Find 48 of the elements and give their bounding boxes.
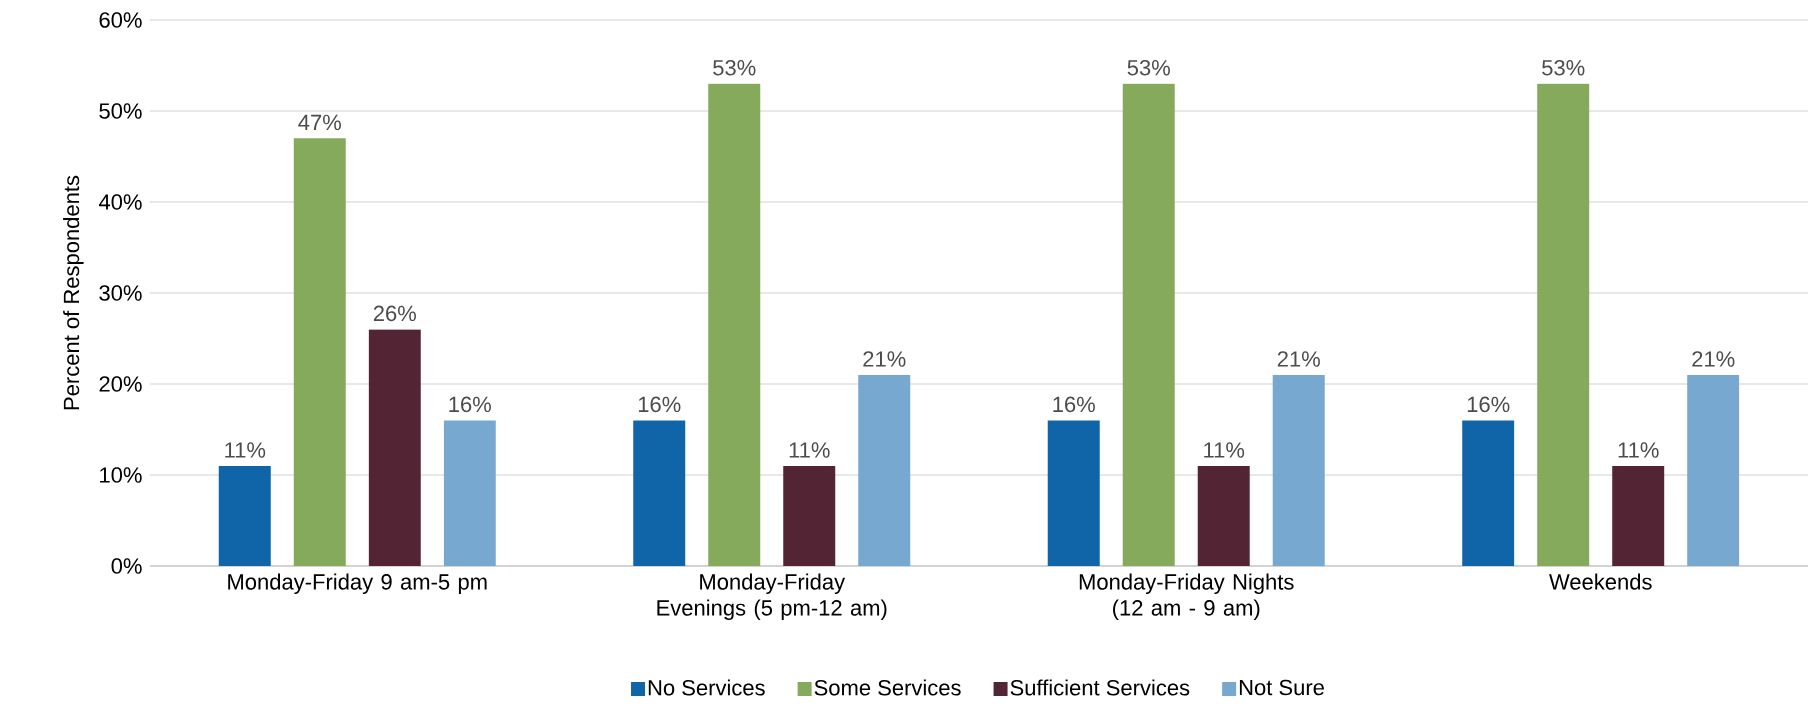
bar xyxy=(443,420,496,566)
bar xyxy=(1687,374,1740,566)
y-tick-label: 40% xyxy=(98,194,142,210)
data-label: 11% xyxy=(1204,442,1245,458)
bar xyxy=(708,83,761,566)
data-label: 26% xyxy=(373,305,416,322)
y-tick-label: 10% xyxy=(100,467,142,483)
data-label: 21% xyxy=(1277,351,1320,367)
data-label: 53% xyxy=(1127,59,1170,76)
data-label: 21% xyxy=(1692,351,1735,367)
y-axis-title: Percent of Respondents xyxy=(63,175,84,410)
bar xyxy=(1462,420,1515,566)
bar xyxy=(368,329,421,566)
bar xyxy=(293,138,346,566)
data-label: 53% xyxy=(1542,59,1585,76)
y-tick-label: 60% xyxy=(99,12,142,28)
x-tick-label: Monday-Friday Nights (12 am - 9 am) xyxy=(1079,573,1294,621)
bar xyxy=(1197,465,1250,566)
data-label: 11% xyxy=(1618,442,1659,458)
bar xyxy=(633,420,686,566)
data-label: 53% xyxy=(713,59,756,76)
bar xyxy=(783,465,836,566)
y-tick-label: 50% xyxy=(99,103,142,119)
x-tick-label: Monday-Friday 9 am-5 pm xyxy=(228,573,487,595)
data-label: 16% xyxy=(1053,396,1095,413)
data-label: 21% xyxy=(863,351,906,367)
bar xyxy=(1122,83,1175,566)
y-tick-label: 20% xyxy=(99,376,142,392)
data-label: 11% xyxy=(225,442,266,458)
x-tick-label: Monday-Friday Evenings (5 pm-12 am) xyxy=(657,573,887,621)
bar xyxy=(1047,420,1100,566)
legend-label: Sufficient Services xyxy=(1010,679,1190,696)
bar xyxy=(218,465,271,566)
bar xyxy=(858,374,911,566)
data-label: 16% xyxy=(449,396,491,413)
bar xyxy=(1612,465,1665,566)
y-tick-label: 30% xyxy=(99,285,142,301)
data-label: 16% xyxy=(1467,396,1510,413)
data-label: 11% xyxy=(789,442,830,458)
data-label: 16% xyxy=(638,396,681,413)
y-tick-label: 0% xyxy=(111,558,142,574)
bar xyxy=(1272,374,1325,566)
legend-label: No Services xyxy=(648,679,765,696)
x-tick-label: Weekends xyxy=(1549,573,1652,590)
data-label: 47% xyxy=(298,114,341,131)
legend-label: Some Services xyxy=(814,679,961,696)
legend-label: Not Sure xyxy=(1239,679,1324,696)
bar xyxy=(1537,83,1590,566)
